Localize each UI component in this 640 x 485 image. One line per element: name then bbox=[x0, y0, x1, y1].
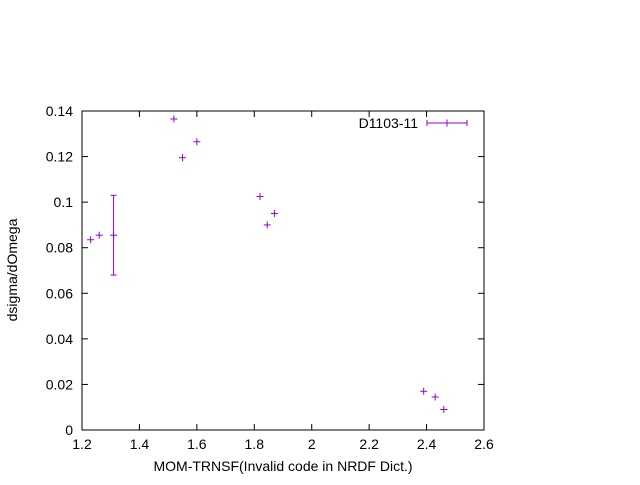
tick-marks bbox=[81, 110, 485, 431]
x-tick-label: 1.8 bbox=[245, 436, 265, 452]
data-point bbox=[179, 154, 186, 162]
legend-label: D1103-11 bbox=[359, 115, 419, 131]
y-tick-label: 0 bbox=[65, 422, 73, 438]
data-point bbox=[263, 221, 271, 229]
x-tick-label: 1.4 bbox=[130, 436, 150, 452]
axes bbox=[81, 110, 485, 431]
y-tick-label: 0.04 bbox=[46, 331, 73, 347]
x-tick-label: 2.2 bbox=[359, 436, 379, 452]
tick-labels: 1.2 1.4 1.6 1.8 2 2.2 2.4 2.6 0 0.02 0.04 0.06 0.08 0… bbox=[46, 103, 494, 452]
x-tick-label: 1.6 bbox=[187, 436, 207, 452]
data-point bbox=[170, 115, 178, 123]
x-tick-label: 2 bbox=[308, 436, 316, 452]
data-point bbox=[256, 192, 264, 200]
y-tick-label: 0.1 bbox=[54, 194, 74, 210]
x-tick-label: 2.6 bbox=[474, 436, 494, 452]
data-point bbox=[95, 231, 103, 239]
x-axis-label: MOM-TRNSF(Invalid code in NRDF Dict.) bbox=[153, 458, 412, 474]
y-axis-label: dsigma/dOmega bbox=[4, 218, 20, 321]
data-point bbox=[440, 405, 448, 413]
data-point bbox=[193, 138, 201, 146]
x-tick-label: 2.4 bbox=[417, 436, 437, 452]
y-tick-label: 0.02 bbox=[46, 376, 73, 392]
data-point bbox=[431, 393, 439, 401]
x-tick-label: 1.2 bbox=[72, 436, 92, 452]
y-tick-label: 0.08 bbox=[46, 240, 73, 256]
plot-frame bbox=[81, 110, 485, 431]
data-point bbox=[420, 387, 428, 395]
data-points bbox=[87, 115, 448, 413]
data-point bbox=[87, 236, 95, 244]
legend: D1103-11 bbox=[359, 115, 468, 131]
y-tick-label: 0.14 bbox=[46, 103, 73, 119]
y-tick-label: 0.12 bbox=[46, 149, 73, 165]
y-tick-label: 0.06 bbox=[46, 285, 73, 301]
data-point bbox=[110, 194, 118, 276]
data-point bbox=[270, 210, 278, 218]
